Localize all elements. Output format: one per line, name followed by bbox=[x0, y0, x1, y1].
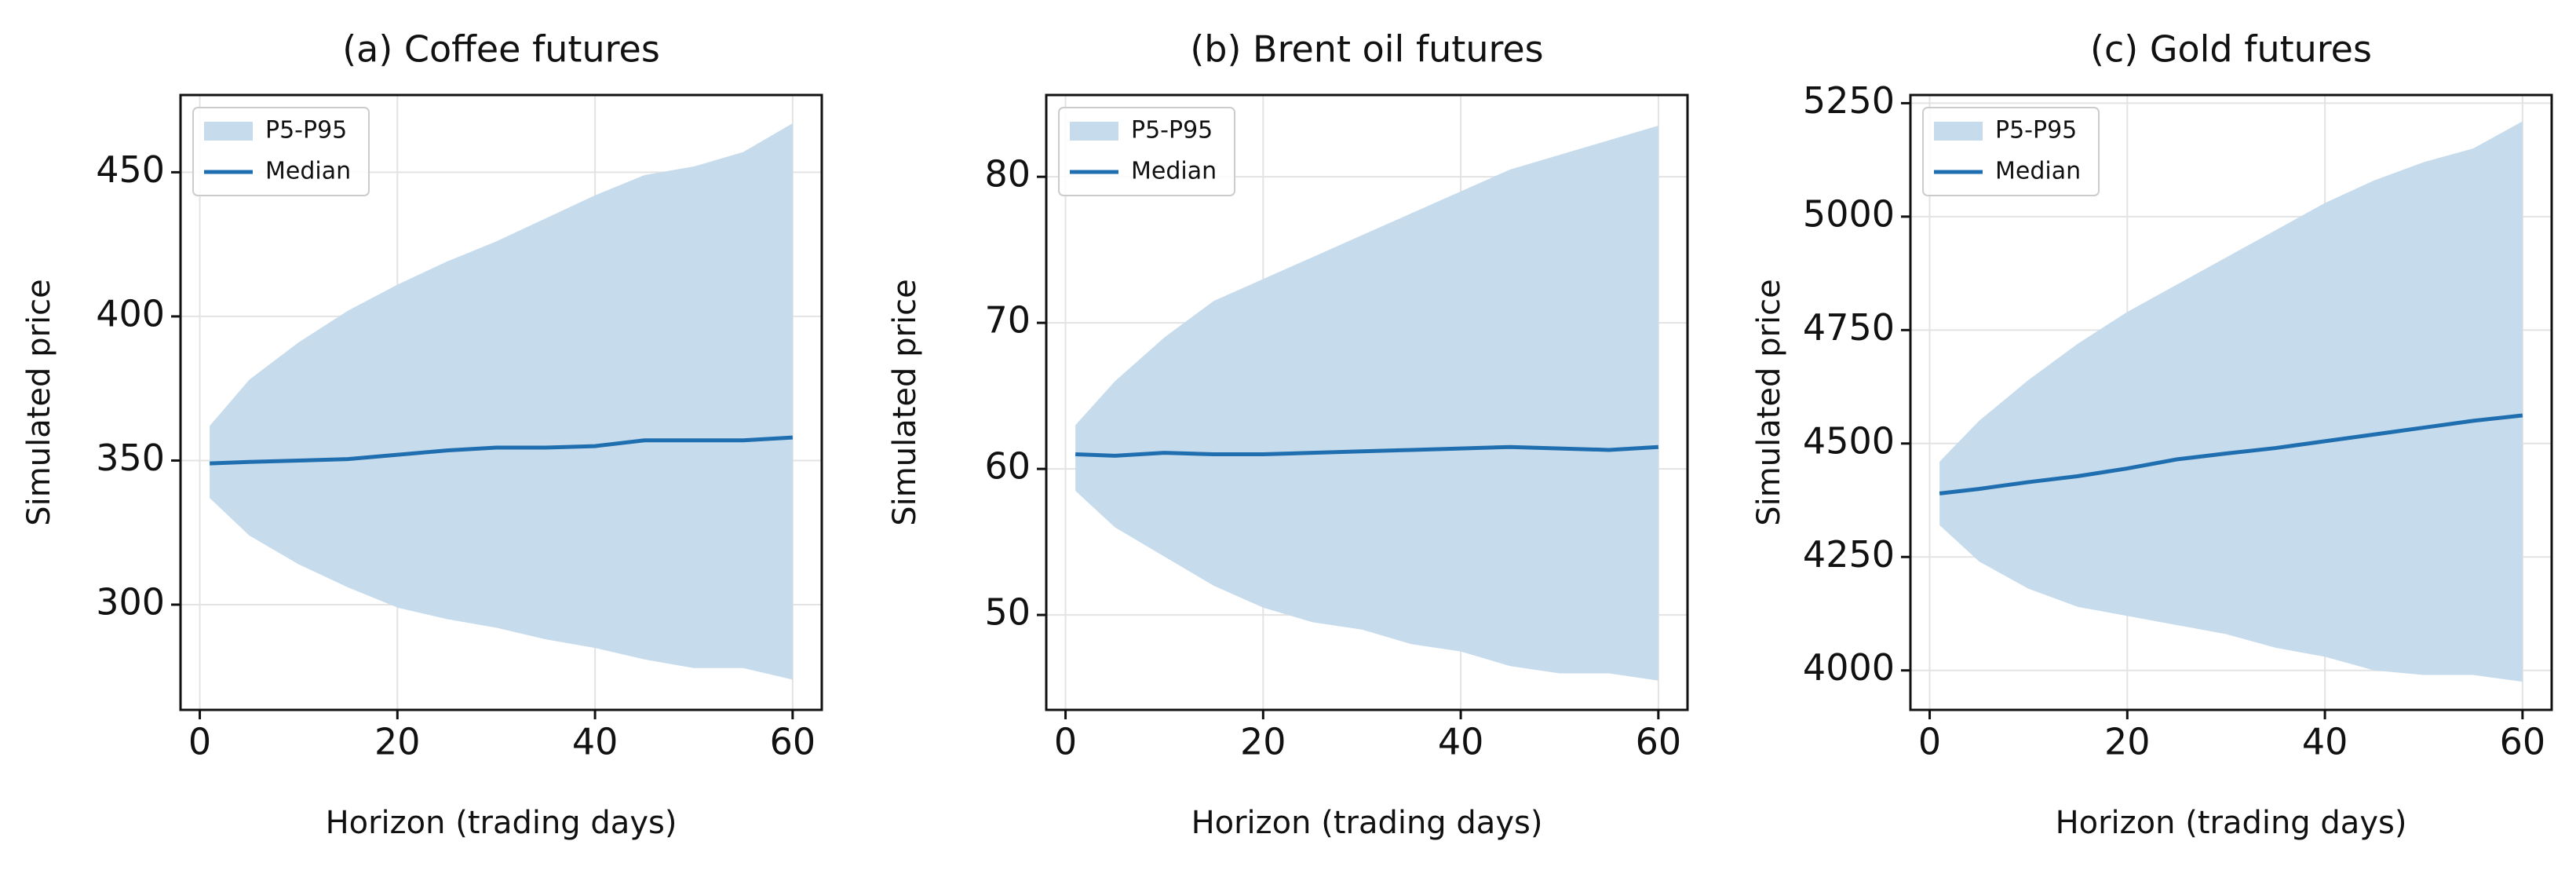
band bbox=[1075, 126, 1658, 681]
subplot: 0 20 40 60 50 60 70 80 (b) Brent oil futures Hori… bbox=[887, 28, 1689, 841]
y-tick-label: 50 bbox=[984, 591, 1031, 634]
x-tick-label: 20 bbox=[2104, 721, 2151, 763]
x-tick-label: 0 bbox=[188, 721, 211, 763]
y-tick-label: 4750 bbox=[1803, 306, 1895, 349]
legend-label: P5-P95 bbox=[1995, 117, 2077, 144]
x-axis-label: Horizon (trading days) bbox=[1191, 805, 1543, 841]
x-tick-label: 20 bbox=[1240, 721, 1286, 763]
legend-swatch bbox=[1934, 122, 1983, 141]
x-tick-label: 60 bbox=[2500, 721, 2546, 763]
y-tick-label: 350 bbox=[96, 437, 165, 479]
y-tick-label: 300 bbox=[96, 581, 165, 624]
median-line bbox=[210, 435, 794, 466]
x-axis-label: Horizon (trading days) bbox=[326, 805, 677, 841]
x-tick-label: 60 bbox=[770, 721, 816, 763]
x-tick-label: 40 bbox=[1438, 721, 1484, 763]
axes-frame bbox=[1909, 93, 2553, 711]
y-tick-label: 5000 bbox=[1803, 192, 1895, 235]
legend-swatch bbox=[204, 122, 253, 141]
subplot-title: (c) Gold futures bbox=[2090, 28, 2372, 71]
y-tick-label: 4500 bbox=[1803, 419, 1895, 462]
subplot: 0 20 40 60 4000 4250 4500 4750 5000 5250 (c) Gold … bbox=[1751, 28, 2553, 841]
y-axis-label: Simulated price bbox=[1751, 279, 1787, 525]
y-tick-label: 70 bbox=[984, 299, 1031, 342]
y-tick-label: 80 bbox=[984, 153, 1031, 196]
axes-frame bbox=[1045, 93, 1689, 711]
x-tick-label: 0 bbox=[1918, 721, 1941, 763]
legend-label: Median bbox=[1995, 158, 2081, 185]
subplot-title: (b) Brent oil futures bbox=[1190, 28, 1543, 71]
y-axis-label: Simulated price bbox=[887, 279, 923, 525]
x-tick-label: 40 bbox=[2302, 721, 2348, 763]
band bbox=[210, 123, 793, 680]
legend-label: Median bbox=[265, 158, 351, 185]
x-axis-label: Horizon (trading days) bbox=[2056, 805, 2407, 841]
y-tick-label: 5250 bbox=[1803, 79, 1895, 122]
subplot: 0 20 40 60 300 350 400 450 (a) Coffee futures Hor… bbox=[21, 28, 823, 841]
axes-frame bbox=[179, 93, 823, 711]
y-tick-label: 4250 bbox=[1803, 533, 1895, 576]
median-line bbox=[1939, 413, 2523, 496]
x-tick-label: 20 bbox=[374, 721, 421, 763]
x-tick-label: 0 bbox=[1054, 721, 1077, 763]
y-tick-label: 4000 bbox=[1803, 646, 1895, 689]
y-axis-label: Simulated price bbox=[21, 279, 57, 525]
subplot-title: (a) Coffee futures bbox=[342, 28, 660, 71]
legend-swatch bbox=[1070, 122, 1118, 141]
x-tick-label: 60 bbox=[1636, 721, 1682, 763]
y-tick-label: 400 bbox=[96, 292, 165, 335]
band bbox=[1939, 121, 2523, 682]
x-tick-label: 40 bbox=[572, 721, 618, 763]
y-tick-label: 450 bbox=[96, 148, 165, 191]
median-line bbox=[1075, 444, 1659, 458]
legend-label: P5-P95 bbox=[265, 117, 347, 144]
legend-label: P5-P95 bbox=[1131, 117, 1213, 144]
legend-label: Median bbox=[1131, 158, 1217, 185]
y-tick-label: 60 bbox=[984, 445, 1031, 488]
